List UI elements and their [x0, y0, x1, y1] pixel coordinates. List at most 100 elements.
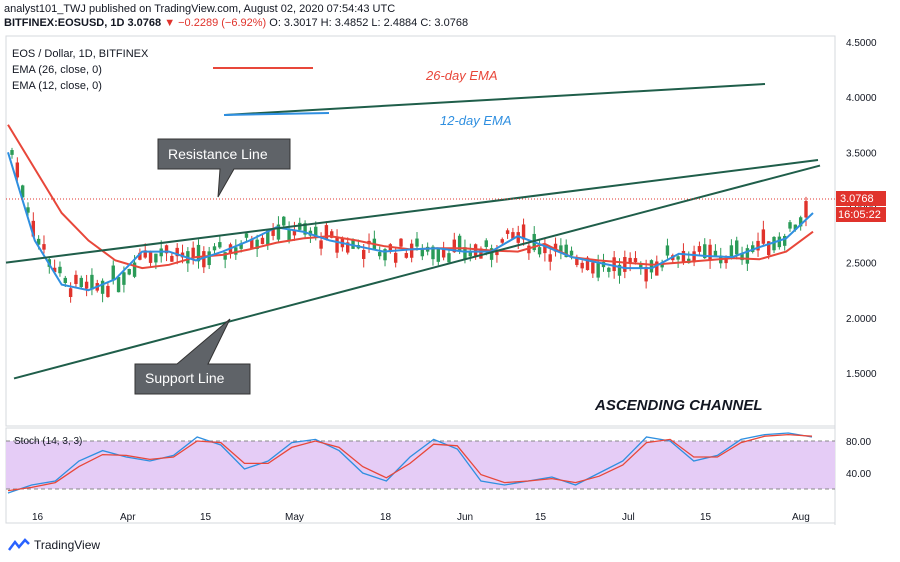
candle-body: [276, 224, 281, 240]
stoch-k-line: [7, 432, 813, 494]
candle-body: [175, 247, 179, 257]
candle-body: [713, 250, 718, 257]
candle-body: [655, 261, 659, 276]
candle-body: [122, 272, 126, 285]
countdown-bg: [836, 207, 886, 222]
tradingview-logo-icon: [8, 538, 30, 551]
candle-body: [271, 229, 275, 236]
chart-header: analyst101_TWJ published on TradingView.…: [4, 2, 468, 30]
x-tick-label: 18: [380, 512, 392, 523]
candle-body: [793, 224, 798, 230]
resistance-callout-bubble: [157, 138, 291, 198]
candle-body: [580, 262, 584, 269]
candle-body: [543, 245, 547, 254]
ema12-annotation: 12-day EMA: [440, 113, 512, 128]
candle-body: [585, 257, 590, 271]
candle-body: [537, 247, 542, 255]
stoch-label: Stoch (14, 3, 3): [14, 436, 82, 447]
candle-body: [511, 232, 515, 239]
candle-body: [292, 229, 297, 236]
candle-body: [207, 251, 211, 266]
ema12-legend-line: [223, 112, 330, 116]
symbol: BITFINEX:EOSUSD, 1D: [4, 17, 125, 29]
channel-upper-line: [224, 83, 766, 116]
channel-title: ASCENDING CHANNEL: [594, 397, 763, 414]
x-tick-label: Jun: [457, 512, 473, 523]
footer-brand: TradingView: [34, 538, 101, 552]
candle-body: [431, 246, 435, 260]
candle-body: [303, 223, 307, 235]
candle-body: [415, 238, 419, 247]
stoch-tick-80: 80.00: [846, 437, 871, 448]
ohlc-close: C: 3.0768: [420, 17, 469, 29]
y-tick-label: 2.0000: [846, 314, 877, 325]
candle-body: [31, 220, 36, 237]
candle-body: [479, 248, 483, 259]
candle-body: [612, 257, 616, 272]
candle-body: [63, 277, 67, 284]
stoch-tick-40: 40.00: [846, 469, 871, 480]
candle-body: [250, 238, 254, 249]
candle-body: [596, 263, 600, 278]
x-tick-label: 16: [32, 512, 44, 523]
candle-body: [52, 267, 57, 273]
candle-body: [84, 281, 89, 289]
candle-body: [330, 231, 334, 238]
candle-body: [138, 252, 142, 260]
price-tag-bg: [836, 191, 886, 206]
y-tick-label: 2.5000: [846, 259, 877, 270]
legend-ema12: EMA (12, close, 0): [12, 80, 102, 92]
candle-body: [383, 249, 387, 261]
candle-body: [639, 263, 643, 268]
x-tick-label: Aug: [792, 512, 810, 523]
candle-body: [495, 251, 499, 256]
last-price: 3.0768: [127, 17, 162, 29]
candle-body: [223, 252, 227, 260]
candle-body: [447, 253, 451, 263]
candle-body: [36, 238, 41, 245]
candle-body: [399, 238, 403, 247]
candle-body: [170, 255, 174, 262]
ohlc-low: L: 2.4884: [371, 17, 418, 29]
candle-body: [735, 240, 739, 255]
candle-body: [745, 248, 750, 264]
candle-body: [79, 277, 83, 288]
candle-body: [239, 243, 243, 249]
candle-body: [26, 207, 30, 213]
candle-body: [74, 274, 78, 284]
candle-body: [463, 247, 467, 260]
candle-body: [127, 268, 131, 275]
candle-body: [756, 240, 760, 251]
price-change: ▼ −0.2289 (−6.92%): [164, 17, 267, 29]
candle-body: [409, 243, 414, 258]
candle-body: [548, 254, 552, 262]
candle-body: [457, 235, 462, 252]
candle-body: [761, 229, 766, 244]
candle-body: [132, 262, 137, 277]
candle-body: [617, 264, 622, 276]
y-tick-label: 4.0000: [846, 93, 877, 104]
candle-body: [564, 244, 568, 258]
legend-title: EOS / Dollar, 1D, BITFINEX: [12, 48, 149, 60]
candle-body: [591, 262, 595, 274]
candle-body: [697, 246, 702, 252]
candle-body: [100, 280, 105, 294]
candle-body: [116, 277, 121, 293]
support-label: Support Line: [145, 370, 225, 386]
candle-body: [468, 250, 472, 257]
symbol-line: BITFINEX:EOSUSD, 1D 3.0768 ▼ −0.2289 (−6…: [4, 16, 468, 30]
candle-body: [196, 244, 201, 262]
candle-body: [90, 274, 94, 290]
candle-body: [148, 251, 153, 263]
candle-body: [798, 217, 803, 227]
candle-body: [436, 248, 441, 262]
tradingview-footer[interactable]: TradingView: [8, 538, 100, 552]
y-tick-label: 1.5000: [846, 369, 877, 380]
candle-body: [68, 288, 73, 298]
candle-body: [106, 285, 110, 297]
candle-body: [164, 245, 169, 254]
candle-body: [452, 239, 456, 253]
resistance-line: [5, 159, 819, 264]
candle-body: [681, 250, 686, 263]
